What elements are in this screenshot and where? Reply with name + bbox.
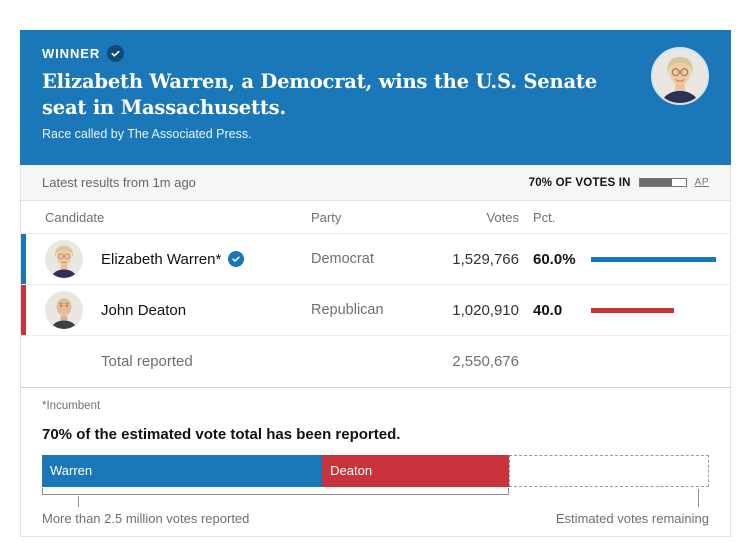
incumbent-footnote: *Incumbent (42, 400, 101, 412)
candidate-party: Republican (311, 302, 384, 318)
remaining-note: Estimated votes remaining (555, 511, 709, 526)
stack-seg-label: Deaton (330, 463, 373, 478)
reported-bracket (42, 488, 509, 495)
winner-avatar (651, 47, 709, 105)
candidate-votes: 1,020,910 (452, 301, 519, 319)
pct-bar-0 (591, 256, 716, 262)
reported-note: More than 2.5 million votes reported (42, 511, 250, 526)
reported-tick (78, 496, 79, 507)
total-label: Total reported (101, 353, 193, 370)
stack-remaining (508, 455, 709, 487)
race-headline: Elizabeth Warren, a Democrat, wins the U… (42, 70, 597, 119)
stack-seg-1: Deaton (322, 455, 509, 487)
votes-in-label: 70% OF VOTES IN (528, 176, 631, 189)
stacked-bar: Warren Deaton (42, 455, 709, 487)
candidate-avatar-warren (45, 240, 83, 278)
pct-bar-1 (591, 307, 675, 313)
column-header-candidate: Candidate (45, 209, 105, 225)
pct-bar-cell (581, 307, 716, 313)
stack-seg-0: Warren (42, 455, 323, 487)
winner-label: WINNER (42, 46, 101, 61)
estimate-chart: 70% of the estimated vote total has been… (21, 414, 730, 536)
candidate-pct: 40.0 (533, 301, 563, 319)
votes-in-group: 70% OF VOTES IN AP (529, 177, 709, 189)
table-header-row: Candidate Party Votes Pct. (21, 201, 730, 234)
pct-bar-cell (581, 256, 716, 262)
chart-heading: 70% of the estimated vote total has been… (42, 426, 401, 443)
total-votes: 2,550,676 (452, 353, 519, 370)
chart-notes: More than 2.5 million votes reported Est… (42, 511, 709, 536)
candidate-pct: 60.0% (533, 250, 576, 268)
candidate-row-deaton: John Deaton Republican 1,020,910 40.0 (21, 285, 730, 336)
stacked-bar-wrap: Warren Deaton (42, 455, 709, 507)
remaining-tick (698, 489, 699, 507)
ap-source-link[interactable]: AP (694, 177, 709, 188)
votes-in-fill (639, 179, 672, 186)
winner-row: WINNER (42, 45, 709, 62)
candidate-name: John Deaton (101, 301, 187, 319)
candidate-name: Elizabeth Warren* (101, 250, 222, 268)
race-header: WINNER Elizabeth Warren, a Democrat, win… (20, 30, 731, 165)
column-header-party: Party (311, 209, 342, 225)
latest-results-text: Latest results from 1m ago (42, 175, 196, 190)
column-header-votes: Votes (486, 209, 519, 225)
winner-check-icon (107, 45, 125, 62)
candidate-avatar-deaton (45, 291, 83, 329)
votes-in-progressbar (638, 178, 687, 187)
stack-seg-label: Warren (50, 463, 93, 478)
race-card-body: Latest results from 1m ago 70% OF VOTES … (20, 165, 731, 537)
candidate-name-cell: John Deaton (101, 302, 311, 319)
row-accent-0 (21, 234, 26, 284)
race-called-note: Race called by The Associated Press. (42, 127, 252, 142)
race-card: WINNER Elizabeth Warren, a Democrat, win… (20, 30, 731, 537)
row-accent-1 (21, 285, 26, 335)
candidate-row-warren: Elizabeth Warren* Democrat 1,529,766 60.… (21, 234, 730, 285)
winner-check-icon (228, 251, 245, 267)
column-header-pct: Pct. (533, 209, 556, 225)
candidate-party: Democrat (311, 251, 374, 267)
total-row: Total reported 2,550,676 (21, 336, 730, 388)
status-strip: Latest results from 1m ago 70% OF VOTES … (21, 165, 730, 201)
candidate-name-cell: Elizabeth Warren* (101, 251, 311, 268)
candidate-votes: 1,529,766 (452, 250, 519, 268)
